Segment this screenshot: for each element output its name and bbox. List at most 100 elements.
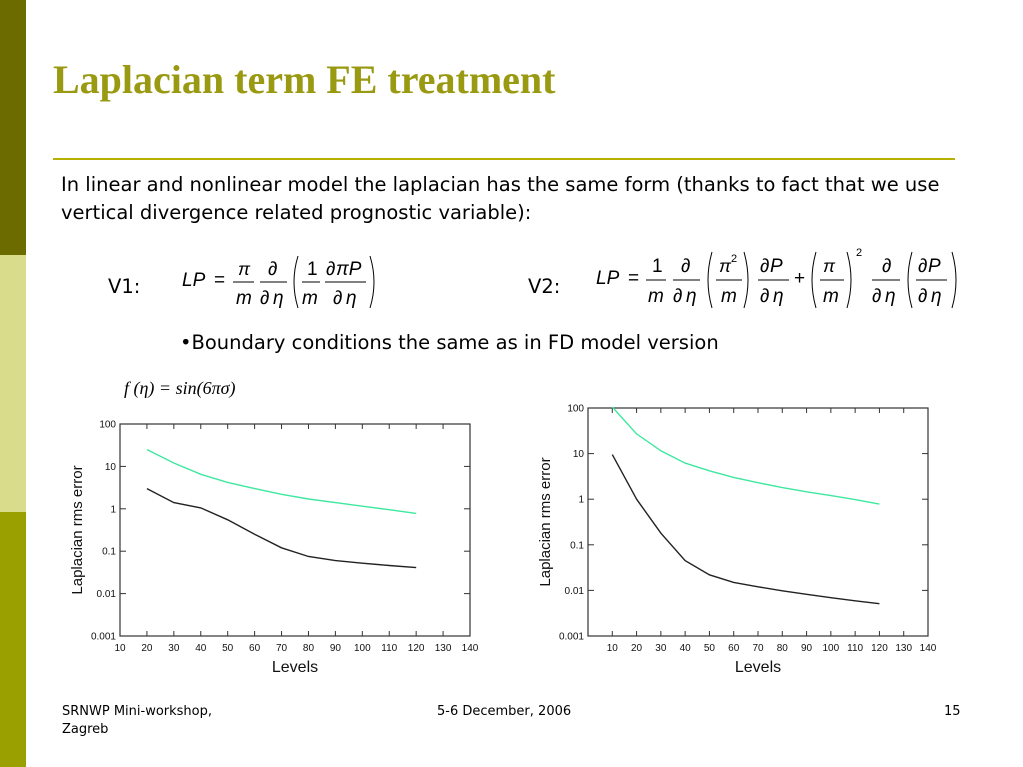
svg-text:=: = (628, 268, 639, 289)
svg-text:m: m (236, 288, 252, 309)
x-tick-label: 90 (330, 643, 342, 654)
svg-text:2: 2 (856, 247, 862, 259)
svg-text:P: P (770, 256, 783, 277)
x-tick-label: 120 (408, 643, 425, 654)
plot-frame (587, 407, 929, 637)
x-tick-label: 30 (168, 643, 180, 654)
svg-text:m: m (648, 286, 664, 307)
svg-text:LP: LP (596, 268, 620, 289)
x-tick-label: 130 (435, 643, 452, 654)
x-tick-label: 140 (920, 643, 937, 654)
y-tick-label: 0.1 (102, 547, 116, 558)
chart-left: 10 20 30 40 50 60 70 80 90 100 110 120 130 1400.0010.… (69, 420, 479, 677)
svg-text:m: m (721, 286, 737, 307)
footer-date: 5-6 December, 2006 (437, 704, 572, 719)
svg-text:∂: ∂ (760, 256, 769, 277)
x-tick-label: 40 (680, 643, 692, 654)
x-tick-label: 70 (752, 643, 764, 654)
intro-paragraph: In linear and nonlinear model the laplac… (61, 173, 940, 224)
v1-formula: LP = π m ∂ ∂ η 1 m ∂ πP ∂ η (182, 255, 375, 309)
boundary-bullet: •Boundary conditions the same as in FD m… (180, 331, 719, 354)
x-tick-label: 110 (847, 643, 863, 654)
footer-event: SRNWP Mini-workshop, (62, 704, 213, 719)
x-tick-label: 100 (354, 643, 371, 654)
sidebar-stripe-dark (0, 0, 26, 255)
svg-text:∂: ∂ (918, 286, 927, 307)
y-tick-label: 1 (578, 495, 584, 506)
x-tick-label: 10 (114, 643, 126, 654)
svg-text:∂: ∂ (260, 288, 269, 309)
svg-text:η: η (686, 286, 697, 307)
svg-text:+: + (794, 268, 805, 289)
x-tick-label: 130 (895, 643, 912, 654)
y-tick-label: 1 (110, 504, 116, 515)
y-tick-label: 100 (99, 420, 116, 431)
svg-text:∂: ∂ (268, 259, 277, 280)
x-tick-label: 120 (871, 643, 888, 654)
y-tick-label: 10 (573, 449, 585, 460)
svg-text:η: η (885, 286, 896, 307)
svg-text:∂: ∂ (326, 259, 335, 280)
x-tick-label: 100 (823, 643, 840, 654)
y-tick-label: 0.1 (570, 540, 584, 551)
x-tick-label: 60 (249, 643, 261, 654)
x-tick-label: 90 (801, 643, 813, 654)
svg-text:m: m (823, 286, 839, 307)
v1-label: V1: (108, 275, 141, 298)
svg-text:η: η (773, 286, 784, 307)
x-tick-label: 30 (655, 643, 667, 654)
svg-text:η: η (273, 288, 284, 309)
svg-text:P: P (928, 256, 941, 277)
svg-text:1: 1 (307, 259, 318, 280)
svg-text:∂: ∂ (681, 256, 690, 277)
svg-text:πP: πP (336, 259, 362, 280)
svg-text:π: π (238, 259, 251, 279)
series-line-2 (146, 487, 417, 569)
x-tick-label: 10 (607, 643, 619, 654)
v2-label: V2: (528, 275, 561, 298)
footer-left: SRNWP Mini-workshop, Zagreb (62, 703, 212, 739)
title-divider (53, 158, 955, 160)
x-tick-label: 110 (381, 643, 397, 654)
sidebar-stripe-light (0, 255, 26, 512)
x-tick-label: 50 (222, 643, 234, 654)
svg-text:η: η (931, 286, 942, 307)
series-line-1 (146, 448, 417, 515)
footer-page-number: 15 (944, 704, 961, 719)
y-tick-label: 0.01 (565, 586, 585, 597)
x-tick-label: 140 (462, 643, 479, 654)
svg-text:1: 1 (652, 256, 663, 277)
chart-right: 10 20 30 40 50 60 70 80 90 100 110 120 130 1400.0010.… (537, 404, 937, 677)
svg-text:=: = (214, 270, 225, 291)
x-axis-label: Levels (735, 659, 781, 676)
svg-text:∂: ∂ (872, 286, 881, 307)
x-tick-label: 60 (728, 643, 740, 654)
y-tick-label: 100 (567, 404, 584, 415)
svg-text:π: π (823, 256, 836, 276)
svg-text:∂: ∂ (882, 256, 891, 277)
x-tick-label: 70 (276, 643, 288, 654)
svg-text:η: η (346, 288, 357, 309)
svg-text:m: m (302, 288, 318, 309)
plot-frame (119, 423, 471, 637)
y-tick-label: 0.001 (559, 632, 584, 643)
y-tick-label: 10 (105, 462, 117, 473)
v2-formula: LP = 1 m ∂ ∂ η π 2 m ∂ P ∂ η + π m 2 ∂ ∂ η ∂… (596, 247, 957, 309)
x-tick-label: 50 (704, 643, 716, 654)
y-tick-label: 0.01 (97, 589, 117, 600)
x-tick-label: 80 (777, 643, 789, 654)
series-line-2 (611, 454, 880, 605)
test-function: f (η) = sin(6πσ) (124, 378, 236, 398)
x-tick-label: 40 (195, 643, 207, 654)
x-tick-label: 20 (141, 643, 153, 654)
x-tick-label: 20 (631, 643, 643, 654)
svg-text:∂: ∂ (673, 286, 682, 307)
svg-text:∂: ∂ (760, 286, 769, 307)
sidebar-stripe-mid (0, 512, 26, 767)
svg-text:2: 2 (731, 253, 737, 265)
svg-text:∂: ∂ (918, 256, 927, 277)
x-axis-label: Levels (272, 659, 318, 676)
svg-text:∂: ∂ (333, 288, 342, 309)
y-axis-label: Laplacian rms error (537, 457, 554, 586)
series-line-1 (611, 406, 880, 505)
